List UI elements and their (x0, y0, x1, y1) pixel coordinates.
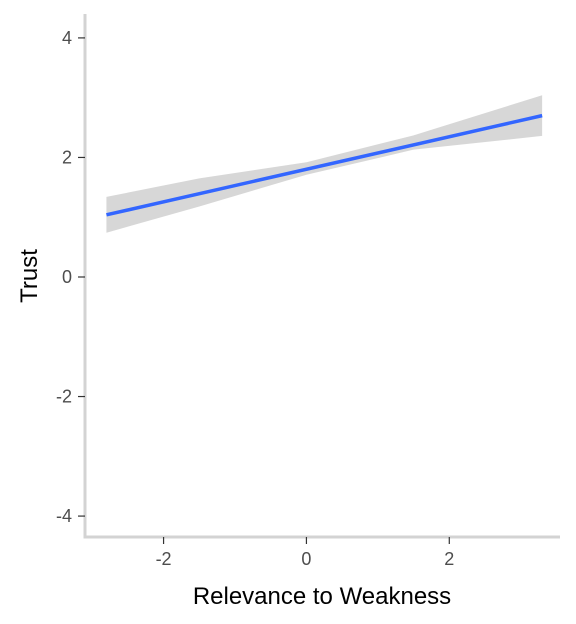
y-tick-label: 4 (62, 28, 72, 48)
regression-line (106, 113, 543, 217)
x-tick-label: 2 (444, 549, 454, 569)
x-tick-label: -2 (156, 549, 172, 569)
x-axis-title: Relevance to Weakness (193, 583, 451, 610)
y-tick-label: 0 (62, 267, 72, 287)
y-tick-label: -2 (56, 387, 72, 407)
y-tick-label: 2 (62, 147, 72, 167)
y-tick-label: -4 (56, 506, 72, 526)
x-tick-label: 0 (301, 549, 311, 569)
y-axis-title: Trust (16, 249, 43, 303)
